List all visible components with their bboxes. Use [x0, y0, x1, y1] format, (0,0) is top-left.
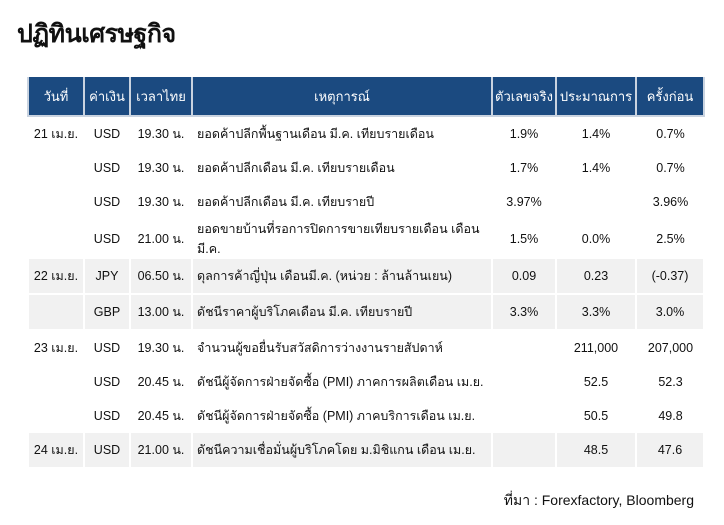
actual-cell	[492, 330, 556, 365]
currency-cell: USD	[93, 341, 121, 355]
forecast-cell: 211,000	[573, 341, 619, 355]
table-row: USD 19.30 น. ยอดค้าปลีกเดือน มี.ค. เทียบรา…	[28, 185, 704, 219]
table-row: USD 19.30 น. ยอดค้าปลีกเดือน มี.ค. เทียบรา…	[28, 151, 704, 185]
event-cell: ยอดขายบ้านที่รอการปิดการขายเทียบรายเดือน…	[197, 222, 480, 256]
currency-cell: JPY	[83, 259, 131, 295]
event-cell: ยอดค้าปลีกเดือน มี.ค. เทียบรายเดือน	[197, 161, 395, 175]
event-cell: ดุลการค้าญี่ปุ่น เดือนมี.ค. (หน่วย : ล้า…	[191, 259, 493, 295]
table-row: 24 เม.ย. USD 21.00 น. ดัชนีความเชื่อมั่นผู้…	[27, 433, 705, 469]
previous-cell: 2.5%	[656, 232, 685, 246]
forecast-cell: 50.5	[583, 409, 609, 423]
table-row: USD 20.45 น. ดัชนีผู้จัดการฝ่ายจัดซื้อ (PM…	[28, 365, 704, 399]
previous-cell: 3.96%	[652, 195, 689, 209]
time-cell: 19.30 น.	[137, 195, 185, 209]
previous-cell: 3.0%	[635, 294, 705, 331]
previous-cell: 0.7%	[656, 161, 685, 175]
table-header: วันที่ ค่าเงิน เวลาไทย เหตุการณ์ ตัวเลขจ…	[27, 77, 705, 117]
header-previous: ครั้งก่อน	[635, 77, 705, 117]
actual-cell: 3.3%	[491, 294, 557, 331]
forecast-cell: 52.5	[583, 375, 609, 389]
event-cell: ยอดค้าปลีกพื้นฐานเดือน มี.ค. เทียบรายเดื…	[197, 127, 434, 141]
table-row: 22 เม.ย. JPY 06.50 น. ดุลการค้าญี่ปุ่น เดือ…	[27, 259, 705, 295]
table-row: USD 21.00 น. ยอดขายบ้านที่รอการปิดการขายเท…	[28, 219, 704, 259]
date-cell	[27, 294, 85, 331]
actual-cell	[492, 399, 556, 433]
date-cell	[28, 399, 84, 433]
actual-cell: 3.97%	[506, 195, 542, 209]
event-cell: ดัชนีผู้จัดการฝ่ายจัดซื้อ (PMI) ภาคการผล…	[197, 375, 484, 389]
date-cell: 22 เม.ย.	[27, 259, 85, 295]
currency-cell: USD	[93, 127, 121, 141]
date-cell: 24 เม.ย.	[27, 433, 85, 469]
header-date: วันที่	[27, 77, 85, 117]
header-actual: ตัวเลขจริง	[491, 77, 557, 117]
previous-cell: 52.3	[658, 375, 683, 389]
time-cell: 20.45 น.	[137, 409, 185, 423]
previous-cell: 0.7%	[656, 127, 685, 141]
date-cell	[28, 365, 84, 399]
currency-cell: USD	[93, 195, 121, 209]
currency-cell: USD	[93, 161, 121, 175]
currency-cell: USD	[93, 409, 121, 423]
time-cell: 20.45 น.	[137, 375, 185, 389]
table-row: GBP 13.00 น. ดัชนีราคาผู้บริโภคเดือน มี.ค.…	[27, 294, 705, 331]
date-cell: 21 เม.ย.	[33, 127, 79, 141]
time-cell: 13.00 น.	[129, 294, 193, 331]
economic-calendar-table: วันที่ ค่าเงิน เวลาไทย เหตุการณ์ ตัวเลขจ…	[27, 77, 705, 469]
currency-cell: USD	[93, 232, 121, 246]
time-cell: 19.30 น.	[137, 161, 185, 175]
table-row: 23 เม.ย. USD 19.30 น. จำนวนผู้ขอยื่นรับสวัส…	[28, 330, 704, 365]
page-title: ปฏิทินเศรษฐกิจ	[17, 20, 176, 48]
actual-cell	[491, 433, 557, 469]
table-row: 21 เม.ย. USD 19.30 น. ยอดค้าปลีกพื้นฐานเดือ…	[28, 116, 704, 151]
header-forecast: ประมาณการ	[555, 77, 637, 117]
actual-cell: 1.9%	[509, 127, 539, 141]
header-currency: ค่าเงิน	[83, 77, 131, 117]
time-cell: 21.00 น.	[137, 232, 185, 246]
forecast-cell: 3.3%	[555, 294, 637, 331]
date-cell	[28, 185, 84, 219]
currency-cell: USD	[93, 375, 121, 389]
event-cell: ดัชนีราคาผู้บริโภคเดือน มี.ค. เทียบรายปี	[191, 294, 493, 331]
header-time: เวลาไทย	[129, 77, 193, 117]
table-row: USD 20.45 น. ดัชนีผู้จัดการฝ่ายจัดซื้อ (PM…	[28, 399, 704, 433]
forecast-cell	[556, 185, 636, 219]
currency-cell: USD	[83, 433, 131, 469]
forecast-cell: 0.23	[555, 259, 637, 295]
currency-cell: GBP	[83, 294, 131, 331]
date-cell	[28, 219, 84, 259]
header-event: เหตุการณ์	[191, 77, 493, 117]
previous-cell: (-0.37)	[635, 259, 705, 295]
previous-cell: 207,000	[647, 341, 694, 355]
actual-cell	[492, 365, 556, 399]
time-cell: 21.00 น.	[129, 433, 193, 469]
forecast-cell: 1.4%	[581, 127, 611, 141]
source-note: ที่มา : Forexfactory, Bloomberg	[503, 492, 694, 508]
actual-cell: 1.5%	[509, 232, 539, 246]
date-cell	[28, 151, 84, 185]
actual-cell: 1.7%	[509, 161, 539, 175]
event-cell: ยอดค้าปลีกเดือน มี.ค. เทียบรายปี	[197, 195, 375, 209]
date-cell: 23 เม.ย.	[33, 341, 79, 355]
actual-cell: 0.09	[491, 259, 557, 295]
event-cell: ดัชนีความเชื่อมั่นผู้บริโภคโดย ม.มิชิแกน…	[191, 433, 493, 469]
event-cell: จำนวนผู้ขอยื่นรับสวัสดิการว่างงานรายสัปด…	[197, 341, 443, 355]
forecast-cell: 0.0%	[581, 232, 611, 246]
time-cell: 06.50 น.	[129, 259, 193, 295]
event-cell: ดัชนีผู้จัดการฝ่ายจัดซื้อ (PMI) ภาคบริกา…	[197, 409, 476, 423]
time-cell: 19.30 น.	[137, 127, 185, 141]
forecast-cell: 1.4%	[581, 161, 611, 175]
previous-cell: 49.8	[658, 409, 683, 423]
time-cell: 19.30 น.	[137, 341, 185, 355]
previous-cell: 47.6	[635, 433, 705, 469]
forecast-cell: 48.5	[555, 433, 637, 469]
